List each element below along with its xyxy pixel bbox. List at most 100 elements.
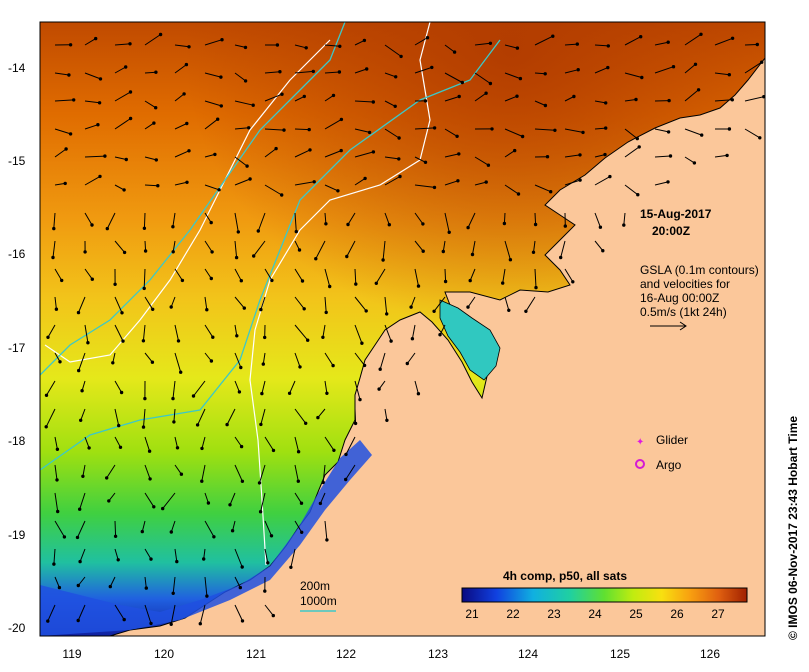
velocity-arrow-head [239,279,244,283]
velocity-arrow-head [179,472,184,476]
velocity-arrow-head [180,278,185,283]
velocity-arrow-head [51,255,55,260]
velocity-arrow [534,184,551,193]
velocity-arrow-head [187,149,191,153]
velocity-arrow [322,324,326,338]
velocity-arrow [623,212,626,226]
velocity-arrow-head [78,559,82,564]
velocity-arrow-head [468,278,472,283]
velocity-arrow [234,548,243,568]
velocity-arrow-head [97,101,102,105]
velocity-arrow [201,464,206,482]
velocity-arrow-head [67,73,71,77]
velocity-arrow-head [76,583,81,588]
velocity-arrow-head [140,529,145,534]
velocity-arrow [564,154,581,158]
velocity-arrow-head [46,335,50,339]
velocity-arrow [324,296,327,313]
velocity-arrow-head [154,158,159,162]
velocity-arrow-head [466,225,470,230]
velocity-arrow-head [185,121,189,126]
lon-tick-label: 121 [246,647,266,661]
velocity-arrow-head [371,100,375,104]
velocity-arrow-head [76,618,80,623]
velocity-arrow-head [389,339,393,343]
velocity-arrow [290,548,296,568]
latitude-axis: -14 -15 -16 -17 -18 -19 -20 [8,61,26,635]
velocity-arrow-head [578,153,582,157]
velocity-arrow-head [324,222,328,226]
velocity-arrow-head [575,42,579,46]
velocity-arrow [294,464,299,482]
velocity-arrow-head [443,279,448,284]
velocity-arrow-head [378,367,382,371]
velocity-arrow-head [64,147,68,151]
velocity-arrow [204,118,219,130]
velocity-arrow-head [296,450,301,454]
velocity-arrow-head [604,101,608,105]
velocity-arrow-head [518,76,523,81]
velocity-arrow-head [81,474,85,478]
velocity-arrow [204,296,208,310]
velocity-arrow-head [399,54,403,59]
velocity-arrow [504,72,521,80]
lon-tick-label: 124 [518,647,538,661]
velocity-arrow-head [240,565,244,569]
velocity-arrow [654,155,671,158]
velocity-arrow [317,408,326,418]
velocity-arrow-head [571,280,575,284]
velocity-arrow [354,128,370,133]
velocity-arrow-head [553,128,557,133]
velocity-arrow [78,352,86,371]
velocity-arrow [264,436,274,451]
velocity-arrow [144,464,151,480]
velocity-arrow [144,71,156,74]
map-plot-area[interactable] [40,22,765,636]
velocity-arrow [324,212,327,224]
velocity-arrow-head [377,387,381,391]
velocity-arrow [106,212,116,229]
velocity-arrow [78,296,86,313]
velocity-arrow-head [666,130,671,134]
velocity-arrow [170,604,176,625]
velocity-arrow-head [108,584,113,589]
velocity-arrow-head [235,334,239,338]
velocity-arrow [294,296,305,310]
velocity-arrow-head [258,510,263,514]
velocity-arrow [324,44,340,47]
velocity-arrow-head [298,365,302,369]
velocity-arrow [294,128,310,131]
velocity-arrow-head [72,98,76,102]
velocity-arrow-head [202,557,206,561]
velocity-arrow-head [622,223,626,227]
velocity-arrow-head [316,415,320,420]
contour-200m-line [249,22,431,566]
velocity-arrow [594,212,601,228]
velocity-arrow [144,156,157,161]
velocity-arrow-head [332,448,336,452]
velocity-arrow [114,43,131,46]
velocity-arrow-head [456,179,460,183]
velocity-arrow [174,436,178,448]
velocity-arrow-head [725,153,729,158]
velocity-arrow-head [261,362,265,366]
velocity-arrow-head [314,257,318,261]
velocity-arrow [294,492,302,504]
velocity-arrow-head [308,148,312,152]
velocity-arrow-head [263,589,267,593]
velocity-arrow-head [339,117,344,122]
velocity-arrow [346,240,356,257]
velocity-arrow [114,91,131,102]
velocity-arrow-head [209,276,214,281]
velocity-arrow [406,352,416,364]
velocity-arrow-head [297,248,302,252]
velocity-arrow [204,492,209,504]
velocity-arrow-head [161,506,165,511]
velocity-arrow-head [122,617,126,622]
velocity-arrow-head [507,308,511,312]
velocity-arrow-head [142,226,147,231]
velocity-arrow-head [113,534,118,538]
velocity-arrow-head [601,249,605,253]
velocity-arrow-head [730,98,734,102]
temperature-colorbar: 4h comp, p50, all sats 21 22 23 24 25 26… [461,569,748,621]
